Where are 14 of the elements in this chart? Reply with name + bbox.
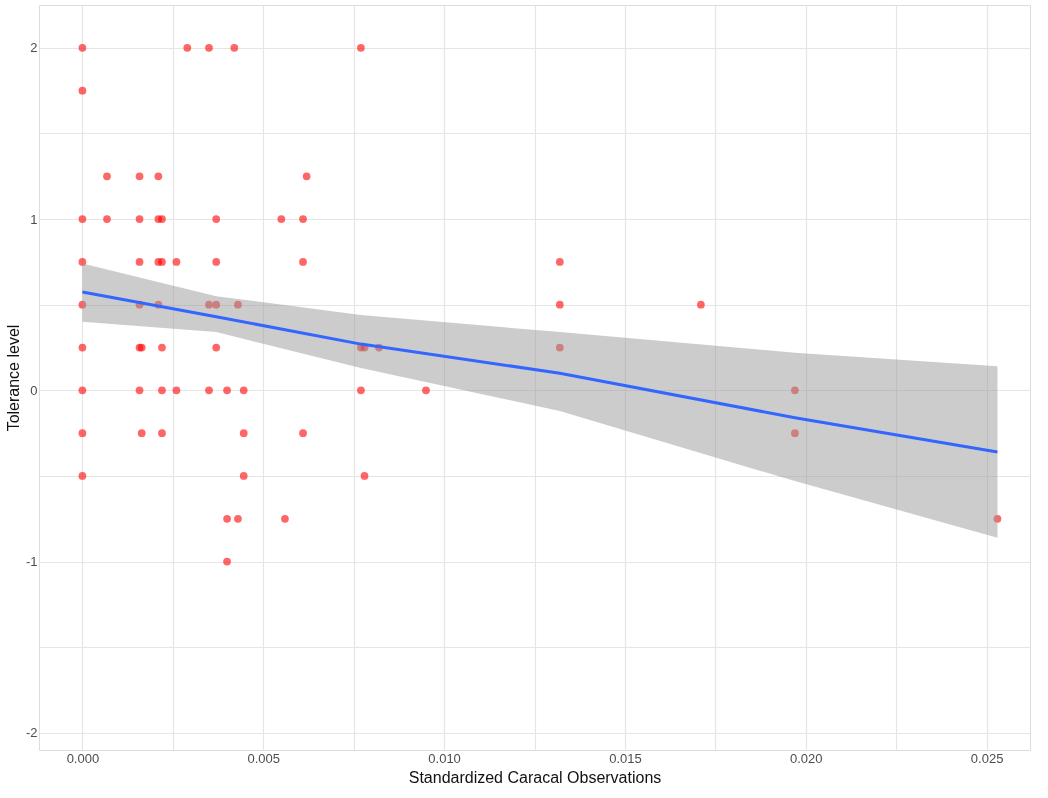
x-tick-label: 0.025 xyxy=(970,750,1004,766)
x-tick-label: 0.010 xyxy=(428,750,461,766)
x-axis-title: Standardized Caracal Observations xyxy=(408,768,662,786)
x-tick-label: 0.000 xyxy=(66,750,100,766)
x-tick-label: 0.005 xyxy=(247,750,281,766)
line-series xyxy=(80,290,999,454)
y-axis-title: Tolerance level xyxy=(4,324,22,432)
y-tick-label: -1 xyxy=(25,554,38,570)
y-tick-label: 0 xyxy=(30,382,38,398)
y-tick-label: 1 xyxy=(30,211,38,227)
x-tick-label: 0.015 xyxy=(609,750,642,766)
y-tick-label: -2 xyxy=(25,725,38,741)
x-tick-label: 0.020 xyxy=(789,750,823,766)
y-tick-label: 2 xyxy=(30,40,38,56)
